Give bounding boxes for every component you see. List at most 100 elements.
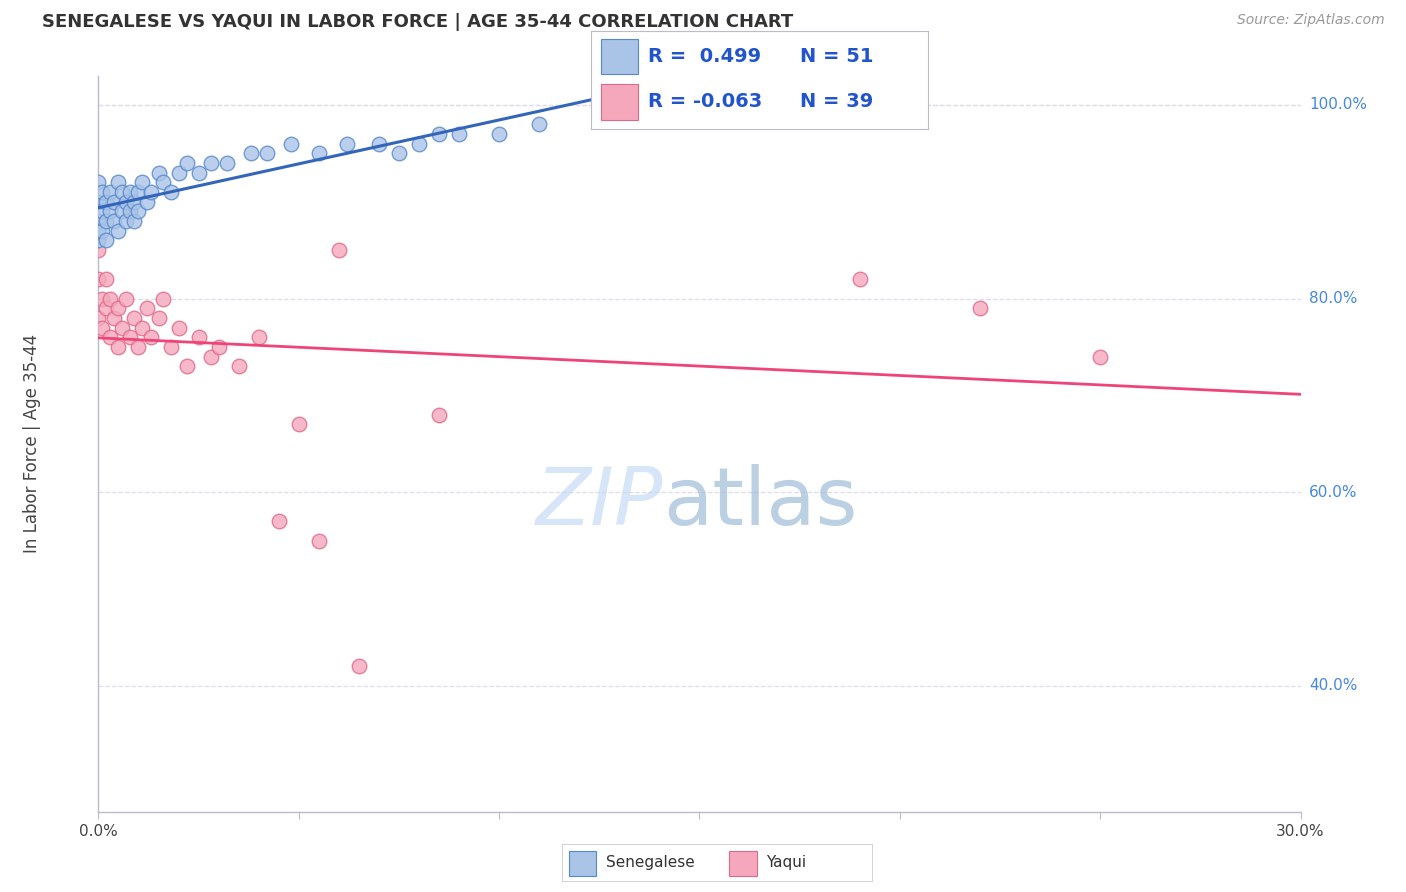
Point (120, 204, 142, 219)
Point (408, 136, 430, 151)
Point (120, 185, 142, 199)
Point (135, 194, 157, 209)
Text: R =  0.499: R = 0.499 (648, 47, 761, 66)
Point (288, 417, 311, 432)
Point (969, 301, 991, 316)
Text: atlas: atlas (664, 464, 858, 541)
Point (91, 224, 114, 238)
Point (152, 292, 174, 306)
Point (91, 185, 114, 199)
Point (96, 301, 118, 316)
Point (107, 340, 129, 354)
Point (87, 175, 110, 189)
Point (131, 175, 153, 189)
Point (107, 301, 129, 316)
Point (488, 127, 510, 141)
Point (124, 214, 146, 228)
Text: 100.0%: 100.0% (1309, 97, 1367, 112)
Point (159, 185, 181, 199)
Point (228, 359, 250, 374)
Point (91, 292, 114, 306)
Point (849, 272, 872, 286)
Point (267, 514, 290, 528)
Point (176, 156, 198, 170)
Point (167, 320, 190, 334)
Point (148, 166, 170, 180)
Bar (600, 84, 638, 120)
Point (152, 175, 174, 189)
Point (87, 243, 110, 257)
Point (111, 204, 134, 219)
Point (427, 408, 450, 422)
Point (347, 659, 370, 673)
Point (239, 146, 262, 161)
Bar (730, 851, 758, 876)
Point (100, 330, 122, 344)
Bar (568, 851, 596, 876)
Point (208, 340, 231, 354)
Point (87, 234, 110, 248)
Point (103, 214, 125, 228)
Point (139, 330, 162, 344)
Point (215, 156, 238, 170)
Point (308, 533, 330, 548)
Text: In Labor Force | Age 35-44: In Labor Force | Age 35-44 (24, 334, 41, 553)
Point (115, 194, 138, 209)
Point (96, 194, 118, 209)
Point (176, 359, 198, 374)
Point (87, 214, 110, 228)
Point (388, 146, 411, 161)
Point (91, 320, 114, 334)
Point (187, 166, 209, 180)
Point (111, 185, 134, 199)
Point (124, 310, 146, 325)
Bar (600, 39, 638, 74)
Point (328, 243, 350, 257)
Point (100, 292, 122, 306)
Text: Yaqui: Yaqui (766, 855, 807, 870)
Text: Senegalese: Senegalese (606, 855, 695, 870)
Point (103, 194, 125, 209)
Point (148, 310, 170, 325)
Text: R = -0.063: R = -0.063 (648, 93, 762, 112)
Point (187, 330, 209, 344)
Point (200, 156, 222, 170)
Point (111, 320, 134, 334)
Point (103, 310, 125, 325)
Point (308, 146, 330, 161)
Text: 60.0%: 60.0% (1309, 484, 1357, 500)
Point (368, 136, 391, 151)
Point (96, 214, 118, 228)
Point (529, 117, 551, 131)
Point (87, 194, 110, 209)
Point (100, 185, 122, 199)
Point (336, 136, 359, 151)
Point (135, 301, 157, 316)
Point (87, 272, 110, 286)
Text: SENEGALESE VS YAQUI IN LABOR FORCE | AGE 35-44 CORRELATION CHART: SENEGALESE VS YAQUI IN LABOR FORCE | AGE… (42, 13, 793, 31)
Point (107, 224, 129, 238)
Point (609, 98, 631, 112)
Point (128, 185, 150, 199)
Point (200, 350, 222, 364)
Point (96, 272, 118, 286)
Text: Source: ZipAtlas.com: Source: ZipAtlas.com (1237, 13, 1385, 28)
Point (167, 166, 190, 180)
Point (115, 214, 138, 228)
Point (256, 146, 278, 161)
Text: ZIP: ZIP (536, 464, 664, 541)
Point (247, 330, 270, 344)
Point (120, 330, 142, 344)
Text: 40.0%: 40.0% (1309, 678, 1357, 693)
Point (107, 175, 129, 189)
Text: 80.0%: 80.0% (1309, 291, 1357, 306)
Point (427, 127, 450, 141)
Point (87, 224, 110, 238)
Point (447, 127, 470, 141)
Point (87, 310, 110, 325)
Point (128, 340, 150, 354)
Text: N = 39: N = 39 (800, 93, 873, 112)
Point (91, 204, 114, 219)
Point (131, 320, 153, 334)
Point (1088, 350, 1111, 364)
